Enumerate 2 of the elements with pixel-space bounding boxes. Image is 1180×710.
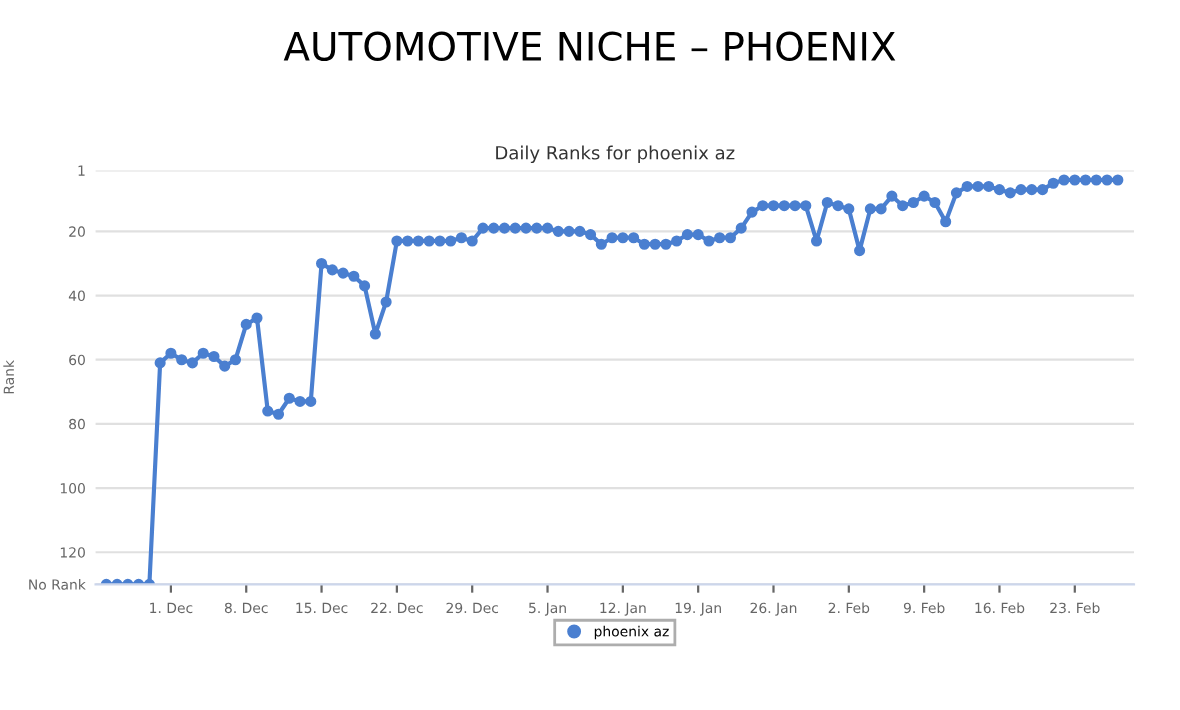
chart-subtitle: Daily Ranks for phoenix az [496,145,735,164]
chart-title: AUTOMOTIVE NICHE – PHOENIX [283,31,896,61]
